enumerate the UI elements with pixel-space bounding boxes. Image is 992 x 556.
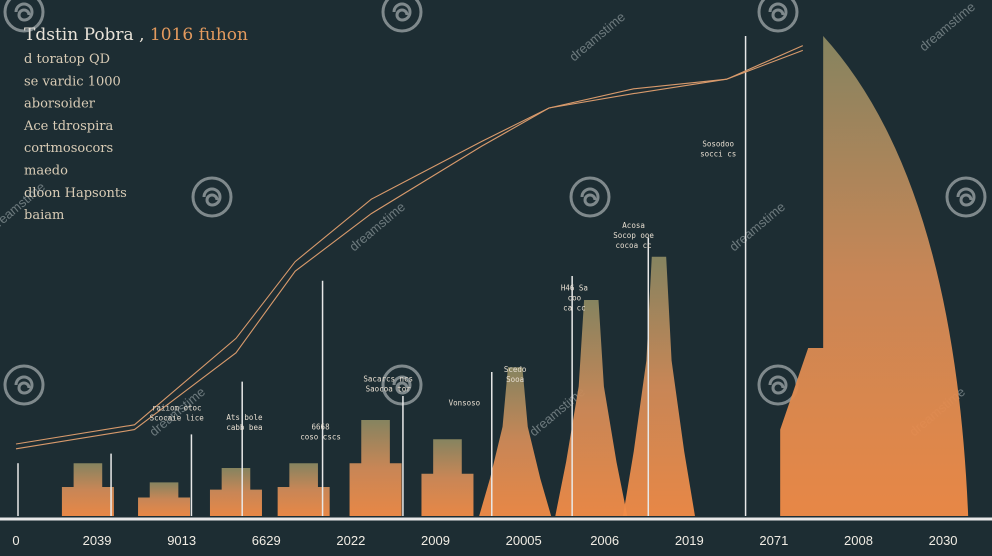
annotation-text: cabb bea — [226, 423, 262, 432]
annotation-text: ca cc — [563, 303, 586, 312]
x-tick-label: 20005 — [506, 533, 542, 548]
legend-entry: d toratop QD — [24, 52, 110, 67]
bar — [555, 300, 628, 516]
watermark-spiral-icon — [3, 364, 45, 406]
bar — [780, 36, 969, 516]
annotation-text: Sooa — [506, 375, 524, 384]
watermark-text: dreamstime — [916, 0, 978, 54]
bar — [421, 439, 474, 516]
watermark-spiral-icon — [945, 176, 987, 218]
x-tick-label: 2009 — [421, 533, 450, 548]
bar — [277, 463, 330, 516]
legend-entry: Ace tdrospira — [23, 119, 113, 134]
bars — [61, 36, 969, 516]
x-tick-label: 2071 — [759, 533, 788, 548]
annotation-text: Sacarcs ncs — [363, 375, 413, 384]
watermark-spiral-icon — [392, 2, 412, 22]
watermark-spiral-icon — [569, 176, 611, 218]
annotation-text: H46 Sa — [561, 283, 588, 292]
trend-lines — [15, 45, 804, 450]
annotation-text: Socop ooe — [613, 231, 654, 240]
bar — [479, 367, 552, 516]
annotation-text: Scedo — [504, 365, 527, 374]
legend-entry: maedo — [24, 164, 68, 179]
x-tick-label: 2022 — [336, 533, 365, 548]
annotation-text: cocoa cc — [616, 241, 652, 250]
x-tick-label: 6629 — [252, 533, 281, 548]
watermark-spiral-icon — [202, 187, 222, 207]
x-tick-label: 2039 — [83, 533, 112, 548]
watermark-text: dreamstime — [346, 199, 408, 254]
watermark-spiral-icon — [768, 375, 788, 395]
watermark-spiral-icon — [191, 176, 233, 218]
legend-entry: dloon Hapsonts — [24, 186, 127, 201]
watermark-text: dreamstime — [726, 199, 788, 254]
x-tick-label: 9013 — [167, 533, 196, 548]
watermark-spiral-icon — [381, 364, 423, 406]
watermark-spiral-icon — [757, 0, 799, 33]
legend-entry: baiam — [24, 208, 64, 223]
legend-entry: se vardic 1000 — [24, 74, 121, 89]
x-tick-label: 2006 — [590, 533, 619, 548]
bar — [622, 256, 695, 516]
bar — [61, 463, 114, 516]
annotation-text: Saocoa tor — [366, 385, 412, 394]
trend-line — [15, 49, 803, 445]
chart-title-suffix: 1016 fuhon — [150, 25, 248, 45]
bar — [138, 482, 191, 516]
watermark-spiral-icon — [768, 2, 788, 22]
watermark-spiral-icon — [381, 0, 423, 33]
watermark-spiral-icon — [14, 2, 34, 22]
annotation-text: Vonsoso — [449, 399, 481, 408]
x-tick-label: 2019 — [675, 533, 704, 548]
watermark-spiral-icon — [14, 375, 34, 395]
annotation-text: raiiom otoc — [152, 403, 202, 412]
bar — [349, 420, 402, 516]
trend-line — [15, 45, 804, 450]
annotation-text: Scocaie lice — [150, 413, 205, 422]
chart-title-main: Tdstin Pobra — [24, 25, 134, 45]
legend-entry: cortmosocors — [24, 141, 113, 156]
x-tick-label: 2008 — [844, 533, 873, 548]
annotation-text: 6668 — [312, 423, 331, 432]
watermark-spiral-icon — [392, 375, 412, 395]
x-tick-label: 2030 — [929, 533, 958, 548]
annotation-text: coo — [568, 293, 582, 302]
x-tick-label: 0 — [12, 533, 19, 548]
legend: d toratop QD se vardic 1000 aborsoider Ace … — [23, 52, 127, 223]
dividers — [17, 36, 747, 516]
watermark-spiral-icon — [580, 187, 600, 207]
bar — [209, 468, 262, 516]
annotation-text: Sosodoo — [702, 139, 734, 148]
watermark-text: dreamstime — [566, 9, 628, 64]
x-tick-labels: 0 2039 9013 6629 2022 2009 20005 2006 2019 2071 20… — [12, 533, 957, 548]
annotation-text: socci cs — [700, 149, 736, 158]
annotation-text: Acosa — [622, 221, 645, 230]
chart-title-sep: , — [139, 25, 150, 45]
annotation-text: Ats bole — [226, 413, 263, 422]
legend-entry: aborsoider — [24, 97, 96, 112]
watermark-spiral-icon — [956, 187, 976, 207]
watermark-spiral-icon — [3, 0, 45, 33]
chart-title: Tdstin Pobra , 1016 fuhon — [24, 25, 248, 45]
annotation-text: coso cscs — [300, 433, 341, 442]
